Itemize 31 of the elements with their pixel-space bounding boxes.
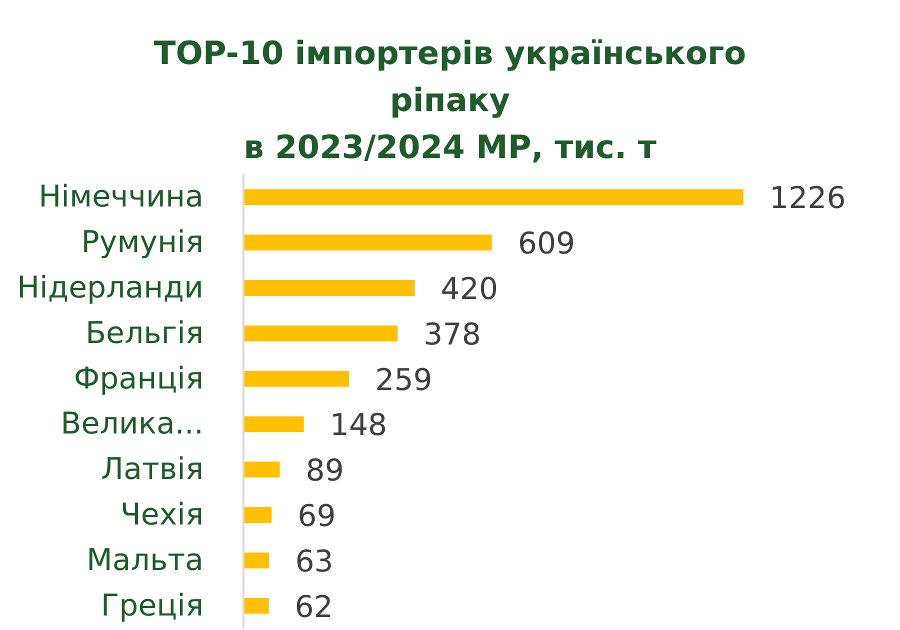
data-label: 1226 [770, 181, 846, 216]
bar [244, 280, 415, 296]
bar [244, 189, 744, 206]
y-tick-label: Франція [74, 361, 204, 396]
y-tick-label: Велика... [60, 406, 204, 442]
bar [244, 462, 280, 478]
data-label: 378 [424, 317, 481, 352]
y-tick-label: Чехія [120, 498, 204, 532]
y-tick-label: Румунія [81, 225, 204, 260]
data-label: 89 [306, 454, 344, 489]
data-label: 609 [518, 226, 576, 262]
data-label: 148 [330, 408, 388, 444]
y-tick-label: Нідерланди [16, 270, 204, 306]
y-tick-label: Мальта [86, 542, 204, 578]
y-tick-label: Латвія [101, 452, 204, 488]
bar [244, 325, 398, 342]
data-label: 420 [440, 272, 498, 307]
data-label: 63 [295, 544, 334, 580]
bar [244, 416, 304, 432]
data-label: 62 [294, 590, 333, 625]
chart-title: TOP-10 імпортерів українського ріпаку в 2023/2024 МР, тис. т [154, 33, 746, 168]
y-tick-label: Німеччина [38, 180, 204, 215]
bar [244, 598, 269, 614]
bar [244, 507, 272, 523]
bar [244, 234, 492, 251]
data-label: 259 [375, 362, 432, 398]
data-label: 69 [298, 499, 336, 534]
y-tick-label: Греція [100, 588, 204, 624]
bar [244, 552, 270, 568]
y-tick-label: Бельгія [85, 316, 204, 351]
bar [244, 370, 350, 387]
